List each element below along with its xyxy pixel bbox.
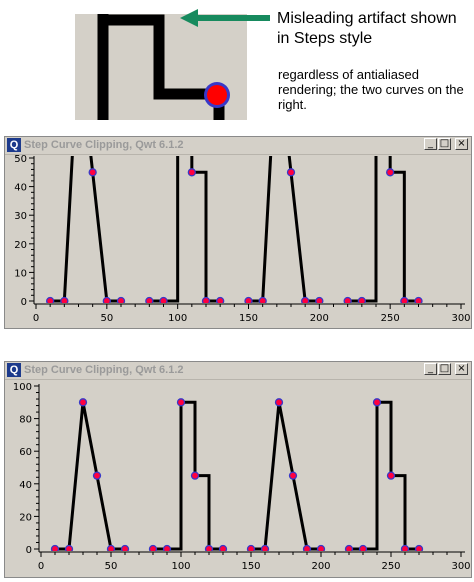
data-point: [400, 296, 409, 303]
data-point: [190, 471, 200, 480]
y-tick-label: 20: [19, 512, 32, 523]
x-tick-label: 100: [168, 313, 187, 324]
data-point: [78, 398, 88, 407]
data-point: [414, 296, 423, 303]
annotation-note: regardless of antialiased rendering; the…: [278, 67, 464, 112]
data-point: [88, 168, 97, 177]
y-tick-label: 100: [13, 382, 32, 393]
title-bar[interactable]: Q Step Curve Clipping, Qwt 6.1.2 _ □ ×: [5, 362, 471, 380]
series-curve: [349, 400, 419, 551]
data-point: [372, 398, 382, 407]
arrow-left-icon: [180, 9, 270, 27]
data-point: [159, 296, 168, 303]
x-tick-label: 0: [38, 561, 44, 572]
x-tick-label: 100: [171, 561, 190, 572]
y-tick-label: 50: [14, 154, 27, 165]
data-point: [187, 168, 196, 177]
x-tick-label: 150: [239, 313, 258, 324]
data-point: [400, 544, 410, 551]
data-point: [176, 398, 186, 407]
window-title: Step Curve Clipping, Qwt 6.1.2: [24, 364, 184, 376]
x-tick-label: 300: [451, 313, 470, 324]
step-curve-plot[interactable]: 0 10 20 30 40 50 0 50 100 150 200 250 300: [5, 154, 471, 328]
y-tick-label: 10: [14, 268, 27, 279]
data-point: [315, 296, 324, 303]
x-tick-label: 250: [381, 561, 400, 572]
data-point: [301, 296, 310, 303]
data-point: [343, 296, 352, 303]
data-point: [102, 296, 111, 303]
qwt-app-icon: Q: [7, 363, 21, 377]
minimize-button[interactable]: _: [424, 138, 437, 150]
data-point: [386, 168, 395, 177]
y-tick-label: 0: [26, 545, 32, 556]
title-bar[interactable]: Q Step Curve Clipping, Qwt 6.1.2 _ □ ×: [5, 137, 471, 155]
y-tick-label: 0: [21, 297, 27, 308]
data-point: [60, 296, 69, 303]
maximize-button[interactable]: □: [438, 363, 451, 375]
zoomed-curve-detail: [97, 14, 230, 120]
y-tick-label: 20: [14, 240, 27, 251]
data-point: [414, 544, 424, 551]
series-curve: [153, 400, 223, 551]
qwt-app-icon: Q: [7, 138, 21, 152]
data-point: [386, 471, 396, 480]
data-point: [64, 544, 74, 551]
y-tick-label: 60: [19, 447, 32, 458]
data-point: [148, 544, 158, 551]
plot-canvas: [41, 384, 465, 551]
y-tick-label: 40: [14, 183, 27, 194]
data-point: [92, 471, 102, 480]
data-point: [46, 296, 55, 303]
window-title: Step Curve Clipping, Qwt 6.1.2: [24, 139, 184, 151]
data-point: [357, 296, 366, 303]
data-point: [260, 544, 270, 551]
minimize-button[interactable]: _: [424, 363, 437, 375]
x-tick-label: 50: [105, 561, 118, 572]
maximize-button[interactable]: □: [438, 138, 451, 150]
data-point: [302, 544, 312, 551]
y-tick-label: 40: [19, 480, 32, 491]
data-point: [116, 296, 126, 303]
series-curve: [347, 156, 419, 303]
plot-window-top: Q Step Curve Clipping, Qwt 6.1.2 _ □ × 0…: [4, 136, 472, 329]
data-point: [274, 398, 284, 407]
data-point: [344, 544, 354, 551]
x-tick-label: 150: [241, 561, 260, 572]
data-point: [246, 544, 256, 551]
x-tick-label: 0: [33, 313, 39, 324]
zoom-inset: [75, 14, 247, 120]
step-curve-plot[interactable]: 0 20 40 60 80 100 0 50 100 150 200 250 300: [5, 379, 471, 577]
close-button[interactable]: ×: [455, 363, 468, 375]
close-button[interactable]: ×: [455, 138, 468, 150]
y-tick-label: 30: [14, 211, 27, 222]
data-point: [201, 296, 211, 303]
data-point: [288, 471, 298, 480]
data-point: [145, 296, 154, 303]
data-point: [218, 544, 228, 551]
data-point: [216, 296, 225, 303]
data-point: [106, 544, 116, 551]
data-point: [358, 544, 368, 551]
x-tick-label: 50: [100, 313, 113, 324]
data-point: [286, 168, 296, 177]
data-point: [204, 544, 214, 551]
y-tick-label: 80: [19, 415, 32, 426]
plot-canvas: [36, 156, 465, 303]
x-tick-label: 300: [451, 561, 470, 572]
data-point: [258, 296, 267, 303]
annotation-title: Misleading artifact shown in Steps style: [277, 10, 457, 47]
data-point: [162, 544, 172, 551]
x-tick-label: 250: [381, 313, 400, 324]
data-point: [244, 296, 253, 303]
x-tick-label: 200: [311, 561, 330, 572]
data-point: [50, 544, 60, 551]
series-curve: [149, 156, 221, 303]
data-point: [120, 544, 130, 551]
data-point: [316, 544, 326, 551]
plot-window-bottom: Q Step Curve Clipping, Qwt 6.1.2 _ □ × 0…: [4, 361, 472, 578]
x-tick-label: 200: [310, 313, 329, 324]
